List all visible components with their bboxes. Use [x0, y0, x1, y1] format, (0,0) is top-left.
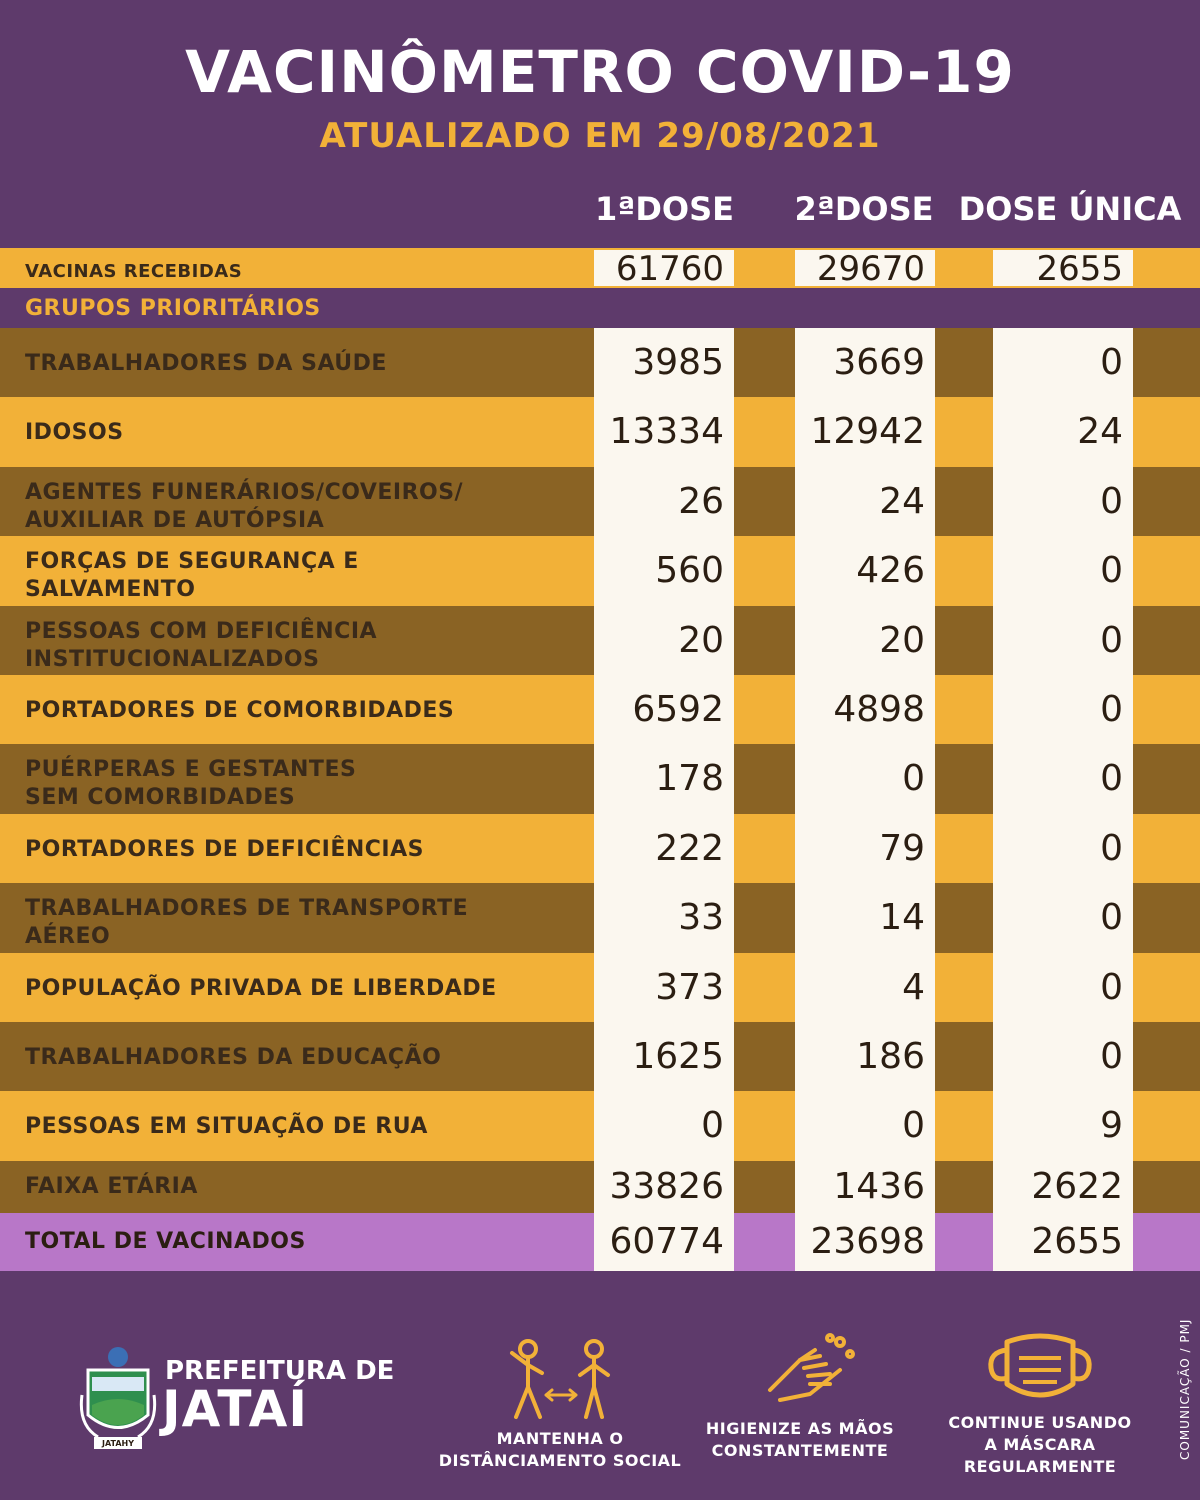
- row-label-line1: PESSOAS COM DEFICIÊNCIA: [25, 619, 378, 644]
- row-label-line1: FORÇAS DE SEGURANÇA E: [25, 549, 359, 574]
- social-distancing-icon: [510, 1339, 610, 1419]
- total-value: 60774: [594, 1213, 734, 1271]
- row-value: 13334: [594, 397, 734, 467]
- row-value: 0: [993, 953, 1133, 1022]
- row-value: 560: [594, 536, 734, 606]
- row-value: 373: [594, 953, 734, 1022]
- received-value: 61760: [594, 250, 734, 288]
- row-value: 6592: [594, 675, 734, 744]
- age-value: 1436: [795, 1161, 935, 1213]
- row-value: 3985: [594, 328, 734, 397]
- tip-line: MANTENHA O: [496, 1429, 624, 1448]
- column-header-single-dose: DOSE ÚNICA: [958, 190, 1182, 228]
- row-value: 222: [594, 814, 734, 883]
- row-value: 1625: [594, 1022, 734, 1091]
- section-row: [0, 288, 1200, 328]
- row-label-line2: INSTITUCIONALIZADOS: [25, 647, 320, 672]
- row-value: 178: [594, 744, 734, 814]
- row-value: 0: [993, 814, 1133, 883]
- tip-line: A MÁSCARA: [984, 1435, 1096, 1454]
- age-value: 33826: [594, 1161, 734, 1213]
- update-date: ATUALIZADO EM 29/08/2021: [319, 116, 881, 156]
- row-label-line2: AÉREO: [25, 924, 111, 949]
- row-value: 0: [795, 1091, 935, 1161]
- row-value: 79: [795, 814, 935, 883]
- jatai-crest-icon: [79, 1347, 157, 1449]
- received-value: 2655: [993, 250, 1133, 288]
- received-label: VACINAS RECEBIDAS: [25, 261, 243, 282]
- tip-line: DISTÂNCIAMENTO SOCIAL: [438, 1451, 682, 1470]
- row-value: 0: [594, 1091, 734, 1161]
- hand-washing-icon: [768, 1333, 855, 1402]
- section-label: GRUPOS PRIORITÁRIOS: [25, 296, 321, 321]
- column-header-second-dose: 2ªDOSE: [794, 190, 934, 228]
- row-value: 20: [795, 606, 935, 675]
- age-value: 2622: [993, 1161, 1133, 1213]
- tip-line: REGULARMENTE: [963, 1457, 1117, 1476]
- tip-face-mask: CONTINUE USANDO A MÁSCARA REGULARMENTE: [925, 1412, 1155, 1478]
- total-value: 23698: [795, 1213, 935, 1271]
- row-value: 0: [993, 1022, 1133, 1091]
- row-label-line1: AGENTES FUNERÁRIOS/COVEIROS/: [25, 480, 464, 505]
- row-value: 20: [594, 606, 734, 675]
- row-label-line2: SEM COMORBIDADES: [25, 785, 296, 810]
- row-label: PESSOAS EM SITUAÇÃO DE RUA: [25, 1114, 428, 1139]
- row-value: 186: [795, 1022, 935, 1091]
- row-label: TRABALHADORES DA EDUCAÇÃO: [25, 1045, 442, 1070]
- column-header-first-dose: 1ªDOSE: [595, 190, 734, 228]
- row-value: 12942: [795, 397, 935, 467]
- row-value: 14: [795, 883, 935, 953]
- face-mask-icon: [988, 1333, 1092, 1398]
- received-value: 29670: [795, 250, 935, 288]
- row-value: 33: [594, 883, 734, 953]
- row-label: POPULAÇÃO PRIVADA DE LIBERDADE: [25, 976, 497, 1001]
- row-value: 0: [993, 467, 1133, 536]
- row-label: TRABALHADORES DA SAÚDE: [25, 351, 387, 376]
- row-value: 0: [993, 606, 1133, 675]
- row-value: 426: [795, 536, 935, 606]
- tip-social-distancing: MANTENHA O DISTÂNCIAMENTO SOCIAL: [430, 1428, 690, 1472]
- logo-text-prefeitura: PREFEITURA DE: [165, 1356, 395, 1386]
- row-value: 0: [993, 536, 1133, 606]
- row-value: 24: [795, 467, 935, 536]
- row-value: 4898: [795, 675, 935, 744]
- total-value: 2655: [993, 1213, 1133, 1271]
- credit-text: COMUNICAÇÃO / PMJ: [1178, 1318, 1192, 1460]
- tip-line: HIGIENIZE AS MÃOS: [705, 1419, 895, 1438]
- row-value: 0: [993, 328, 1133, 397]
- total-label: TOTAL DE VACINADOS: [25, 1229, 306, 1254]
- row-label-line2: AUXILIAR DE AUTÓPSIA: [25, 508, 325, 533]
- row-label-line1: PUÉRPERAS E GESTANTES: [25, 757, 357, 782]
- tip-line: CONTINUE USANDO: [948, 1413, 1132, 1432]
- row-value: 0: [993, 883, 1133, 953]
- crest-label: JATAHY: [101, 1439, 135, 1448]
- row-value: 0: [993, 675, 1133, 744]
- row-label: PORTADORES DE COMORBIDADES: [25, 698, 455, 723]
- tip-line: CONSTANTEMENTE: [711, 1441, 889, 1460]
- row-label-line1: TRABALHADORES DE TRANSPORTE: [25, 896, 469, 921]
- row-value: 24: [993, 397, 1133, 467]
- age-label: FAIXA ETÁRIA: [25, 1174, 198, 1199]
- row-label: PORTADORES DE DEFICIÊNCIAS: [25, 837, 424, 862]
- credit-vertical: COMUNICAÇÃO / PMJ: [1172, 1270, 1200, 1460]
- row-value: 3669: [795, 328, 935, 397]
- row-label-line2: SALVAMENTO: [25, 577, 196, 602]
- row-label: IDOSOS: [25, 420, 124, 445]
- row-value: 0: [795, 744, 935, 814]
- row-value: 4: [795, 953, 935, 1022]
- row-value: 9: [993, 1091, 1133, 1161]
- page-title: VACINÔMETRO COVID-19: [185, 38, 1015, 106]
- row-value: 26: [594, 467, 734, 536]
- logo-text-jatai: JATAÍ: [162, 1380, 308, 1438]
- tip-hand-washing: HIGIENIZE AS MÃOS CONSTANTEMENTE: [690, 1418, 910, 1462]
- row-value: 0: [993, 744, 1133, 814]
